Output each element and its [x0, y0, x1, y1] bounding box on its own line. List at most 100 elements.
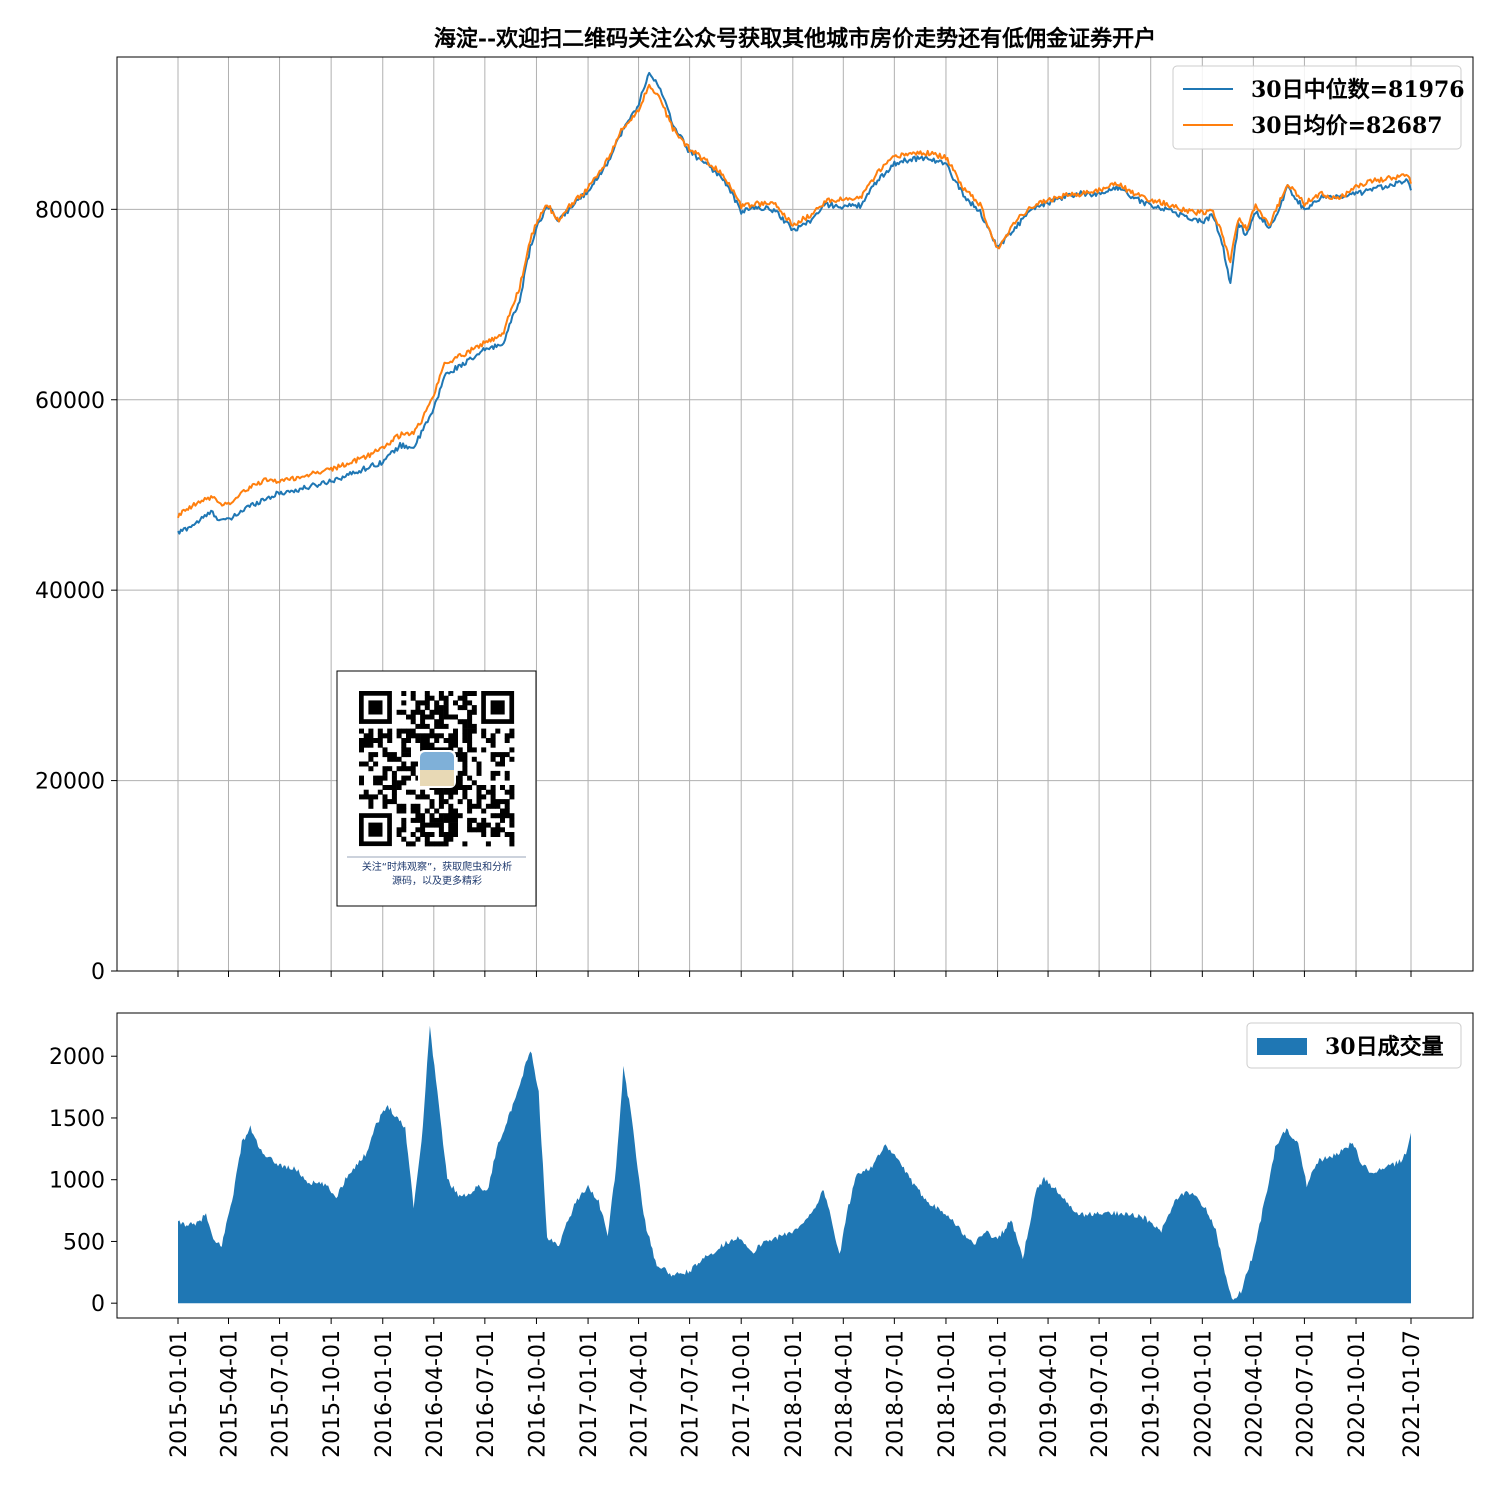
qr-module: [377, 733, 383, 739]
qr-module: [401, 822, 407, 828]
x-tick-label: 2017-10-01: [730, 1330, 755, 1458]
qr-module: [420, 733, 426, 739]
qr-module: [462, 841, 468, 847]
qr-module: [495, 761, 501, 767]
qr-module: [377, 780, 383, 786]
qr-module: [476, 766, 482, 772]
qr-module: [415, 817, 421, 823]
volume-legend-box: [1246, 1022, 1462, 1069]
x-tick-label: 2019-10-01: [1140, 1330, 1165, 1458]
qr-module: [481, 832, 487, 837]
qr-module: [410, 808, 416, 814]
qr-module: [377, 742, 383, 748]
qr-module: [401, 775, 407, 781]
qr-module: [415, 705, 421, 711]
qr-module: [359, 761, 364, 767]
qr-module: [368, 794, 374, 800]
qr-module: [485, 738, 491, 743]
qr-module: [382, 799, 388, 805]
qr-module: [429, 841, 435, 847]
average-price-line: [177, 83, 1412, 519]
qr-module: [420, 738, 426, 743]
qr-module: [434, 705, 440, 711]
volume-chart-y-ticks: 0 500 1000 1500 2000: [49, 1045, 117, 1317]
qr-module: [490, 752, 496, 758]
price-chart-panel: 0 20000 40000 60000 80000 30日中位数=81976 30日均价…: [35, 56, 1474, 985]
qr-module: [504, 733, 510, 739]
qr-module: [429, 709, 435, 715]
qr-module: [504, 789, 510, 795]
qr-module: [471, 705, 477, 711]
qr-module: [471, 723, 477, 729]
qr-module: [391, 785, 397, 790]
volume-legend-swatch: [1257, 1038, 1307, 1055]
qr-module: [476, 770, 482, 776]
qr-module: [415, 808, 421, 814]
qr-module: [391, 799, 397, 805]
qr-module: [476, 761, 482, 767]
qr-module: [500, 761, 505, 767]
qr-module: [509, 728, 515, 734]
y-tick-label: 1500: [49, 1107, 105, 1132]
qr-module: [420, 719, 426, 725]
qr-module: [490, 799, 496, 805]
qr-module: [438, 799, 444, 805]
qr-module: [401, 691, 407, 696]
qr-module: [495, 822, 501, 828]
qr-module: [467, 775, 473, 781]
qr-module: [382, 775, 388, 781]
qr-module: [434, 817, 440, 823]
qr-module: [443, 799, 449, 805]
qr-module: [504, 775, 510, 781]
qr-module: [481, 785, 487, 790]
qr-module: [406, 747, 411, 753]
x-tick-label: 2015-10-01: [320, 1330, 345, 1458]
qr-module: [387, 799, 393, 805]
qr-module: [429, 695, 435, 701]
qr-module: [387, 785, 393, 790]
qr-module: [420, 747, 426, 753]
qr-module: [438, 827, 444, 833]
qr-module: [462, 733, 468, 739]
qr-module: [415, 738, 421, 743]
qr-module: [401, 761, 407, 767]
qr-module: [434, 808, 440, 814]
qr-module: [462, 756, 468, 762]
qr-module: [453, 822, 458, 828]
qr-module: [438, 817, 444, 823]
qr-module: [406, 752, 411, 758]
qr-module: [443, 700, 449, 706]
qr-module: [457, 747, 463, 753]
qr-module: [359, 747, 364, 753]
qr-module: [443, 841, 449, 847]
qr-module: [471, 827, 477, 833]
qr-module: [438, 709, 444, 715]
qr-module: [410, 691, 416, 696]
qr-module: [453, 700, 458, 706]
qr-module: [485, 789, 491, 795]
qr-module: [457, 785, 463, 790]
qr-module: [434, 719, 440, 725]
qr-module: [401, 700, 407, 706]
qr-module: [495, 799, 501, 805]
qr-module: [457, 705, 463, 711]
qr-module: [363, 761, 369, 767]
qr-module: [359, 738, 364, 743]
y-tick-label: 60000: [35, 389, 105, 414]
qr-module: [406, 766, 411, 772]
qr-module: [382, 747, 388, 753]
qr-module: [462, 789, 468, 795]
qr-avatar-sand: [420, 770, 454, 786]
qr-module: [377, 738, 383, 743]
qr-module: [434, 733, 440, 739]
x-tick-label: 2015-01-01: [167, 1330, 192, 1458]
qr-module: [410, 832, 416, 837]
qr-module: [420, 723, 426, 729]
qr-module: [424, 733, 430, 739]
y-tick-label: 0: [91, 1292, 105, 1317]
qr-module: [401, 728, 407, 734]
chart-title: 海淀--欢迎扫二维码关注公众号获取其他城市房价走势还有低佣金证券开户: [434, 26, 1156, 52]
qr-module: [500, 756, 505, 762]
qr-module: [490, 775, 496, 781]
volume-area: [178, 1025, 1411, 1304]
